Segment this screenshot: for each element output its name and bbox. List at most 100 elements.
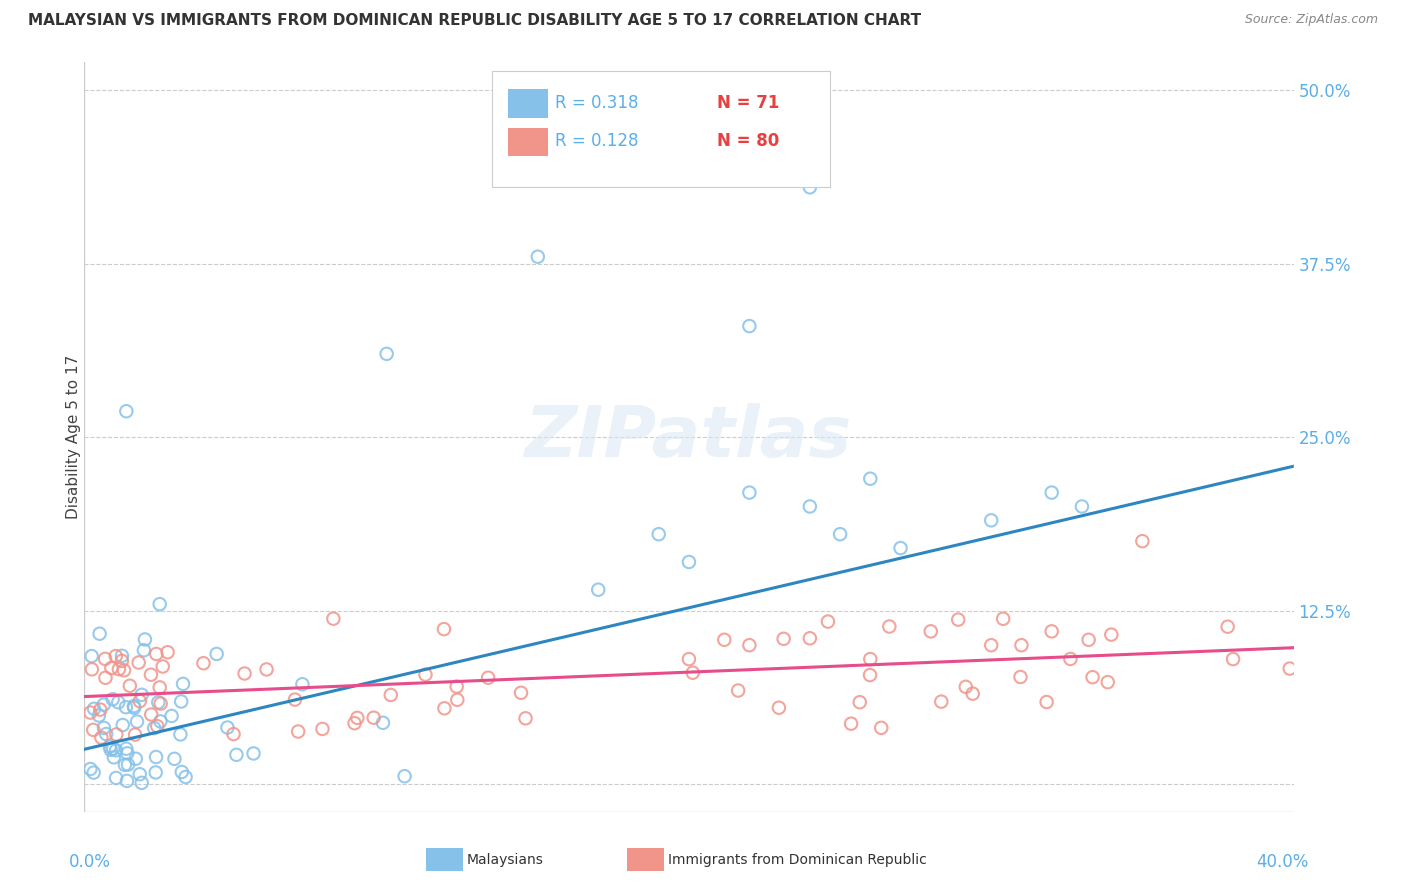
Point [980, 513, 1002, 527]
Point [122, 699, 145, 714]
Point [311, 722, 333, 736]
Point [870, 721, 893, 735]
Point [284, 692, 307, 706]
Point [111, 648, 134, 663]
Point [100, 743, 122, 757]
Point [1035, 695, 1057, 709]
Point [859, 668, 882, 682]
Point [111, 654, 134, 668]
Point [105, 727, 128, 741]
Point [948, 613, 970, 627]
Point [848, 695, 870, 709]
Point [1130, 534, 1153, 549]
Point [104, 649, 127, 664]
Text: N = 71: N = 71 [717, 94, 779, 112]
Point [678, 652, 700, 666]
Point [156, 645, 179, 659]
Point [433, 622, 456, 636]
Point [124, 728, 146, 742]
Point [738, 638, 761, 652]
Point [1097, 675, 1119, 690]
Point [955, 680, 977, 694]
Point [225, 747, 247, 762]
Point [172, 677, 194, 691]
Point [160, 709, 183, 723]
Point [100, 661, 122, 675]
Point [217, 721, 239, 735]
Point [101, 692, 124, 706]
Point [222, 727, 245, 741]
Point [415, 667, 437, 681]
Text: Malaysians: Malaysians [467, 853, 544, 867]
Point [149, 697, 172, 711]
Point [1071, 500, 1094, 514]
Text: MALAYSIAN VS IMMIGRANTS FROM DOMINICAN REPUBLIC DISABILITY AGE 5 TO 17 CORRELATI: MALAYSIAN VS IMMIGRANTS FROM DOMINICAN R… [28, 13, 921, 29]
Point [205, 647, 228, 661]
Point [817, 615, 839, 629]
Point [1040, 485, 1063, 500]
Point [799, 632, 821, 646]
Point [117, 746, 139, 760]
Point [80, 662, 103, 676]
Point [94, 671, 117, 685]
Point [1278, 662, 1301, 676]
Point [343, 716, 366, 731]
Point [1077, 632, 1099, 647]
Point [510, 686, 533, 700]
Point [174, 770, 197, 784]
Point [879, 619, 901, 633]
Point [527, 250, 550, 264]
Point [169, 727, 191, 741]
Point [93, 721, 115, 735]
Point [890, 541, 912, 555]
Point [111, 718, 134, 732]
Point [145, 765, 167, 780]
Point [134, 632, 156, 647]
Point [515, 711, 537, 725]
Point [87, 708, 110, 723]
Point [90, 731, 112, 745]
Point [105, 771, 128, 785]
Point [114, 757, 136, 772]
Point [291, 677, 314, 691]
Point [772, 632, 794, 646]
Point [103, 741, 125, 756]
Point [132, 643, 155, 657]
Point [122, 700, 145, 714]
Point [768, 700, 790, 714]
Point [1010, 670, 1032, 684]
Point [446, 693, 468, 707]
Point [141, 707, 163, 722]
Point [588, 582, 610, 597]
Point [727, 683, 749, 698]
Point [1059, 652, 1081, 666]
Point [105, 743, 128, 757]
Point [980, 638, 1002, 652]
Point [83, 702, 105, 716]
Point [98, 739, 121, 754]
Point [115, 700, 138, 714]
Point [839, 716, 862, 731]
Point [713, 632, 735, 647]
Point [1099, 627, 1122, 641]
Text: R = 0.128: R = 0.128 [555, 132, 638, 150]
Point [920, 624, 942, 639]
Point [125, 714, 148, 729]
Point [477, 671, 499, 685]
Point [148, 695, 170, 709]
Point [89, 626, 111, 640]
Point [128, 767, 150, 781]
Point [799, 180, 821, 194]
Point [738, 319, 761, 334]
Point [371, 715, 394, 730]
Point [107, 695, 129, 709]
Text: R = 0.318: R = 0.318 [555, 94, 638, 112]
Point [79, 762, 101, 776]
Text: Immigrants from Dominican Republic: Immigrants from Dominican Republic [668, 853, 927, 867]
Point [143, 721, 166, 735]
Point [83, 765, 105, 780]
Point [1040, 624, 1063, 639]
Point [118, 679, 141, 693]
Text: ZIPatlas: ZIPatlas [526, 402, 852, 472]
Point [193, 656, 215, 670]
